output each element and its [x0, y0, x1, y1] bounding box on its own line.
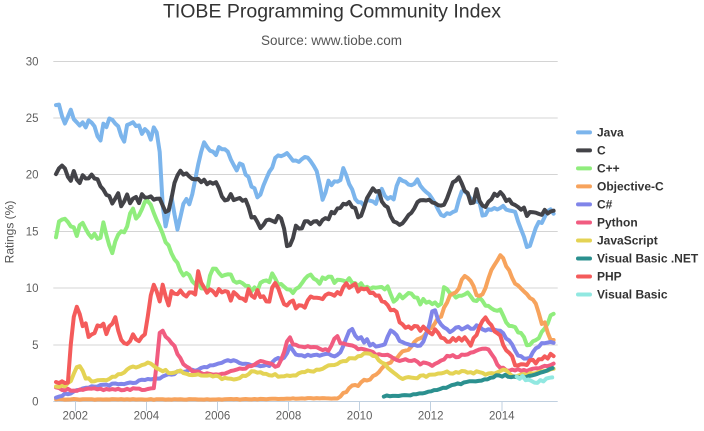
svg-text:2012: 2012 [418, 410, 444, 422]
svg-text:C#: C# [597, 198, 613, 212]
svg-text:Java: Java [597, 126, 624, 140]
svg-text:Visual Basic .NET: Visual Basic .NET [597, 252, 699, 266]
svg-text:2014: 2014 [489, 410, 515, 422]
svg-text:25: 25 [26, 113, 39, 125]
svg-text:30: 30 [26, 56, 39, 68]
svg-text:0: 0 [32, 397, 38, 409]
svg-text:Python: Python [597, 216, 638, 230]
svg-text:TIOBE Programming Community In: TIOBE Programming Community Index [163, 1, 501, 23]
svg-text:2002: 2002 [63, 410, 89, 422]
svg-text:15: 15 [26, 226, 39, 238]
svg-text:PHP: PHP [597, 270, 622, 284]
svg-text:2010: 2010 [347, 410, 373, 422]
svg-text:20: 20 [26, 170, 39, 182]
svg-text:2004: 2004 [134, 410, 160, 422]
svg-text:Ratings (%): Ratings (%) [3, 201, 17, 264]
svg-text:10: 10 [26, 283, 39, 295]
svg-text:2008: 2008 [276, 410, 302, 422]
svg-text:C: C [597, 144, 606, 158]
svg-text:Source: www.tiobe.com: Source: www.tiobe.com [261, 33, 402, 48]
svg-text:Visual Basic: Visual Basic [597, 288, 668, 302]
svg-text:Objective-C: Objective-C [597, 180, 664, 194]
svg-text:2006: 2006 [205, 410, 231, 422]
svg-text:C++: C++ [597, 162, 620, 176]
svg-text:JavaScript: JavaScript [597, 234, 658, 248]
svg-text:5: 5 [32, 340, 38, 352]
